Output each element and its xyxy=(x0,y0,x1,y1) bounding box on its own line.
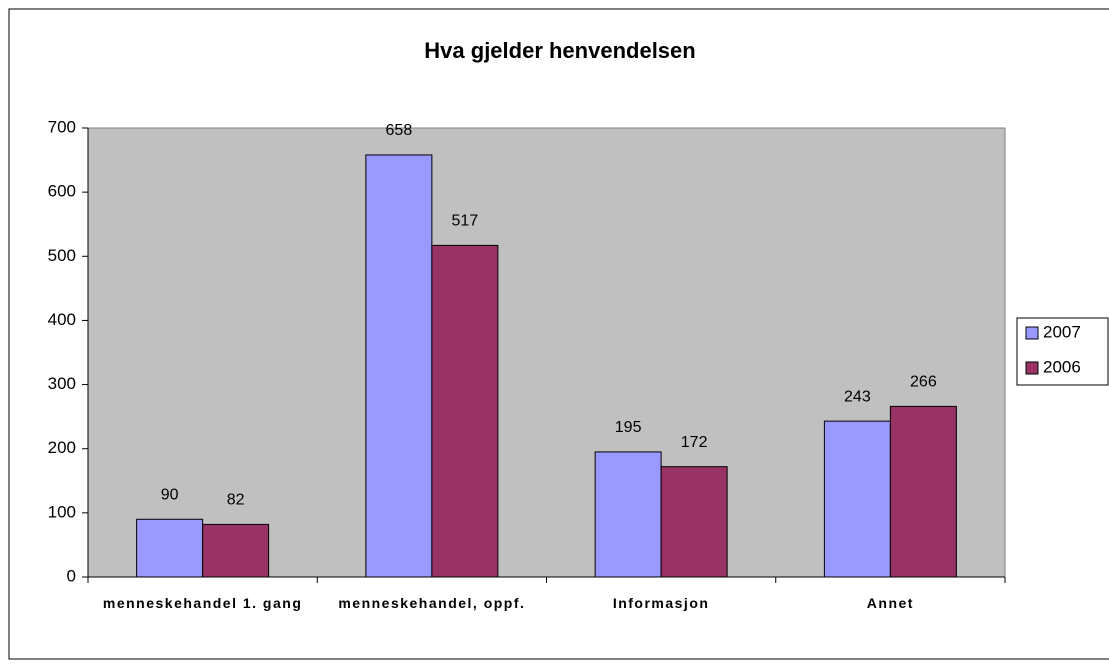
bar xyxy=(365,154,433,578)
value-label: 172 xyxy=(681,434,708,451)
bar xyxy=(660,466,728,578)
y-tick-label: 300 xyxy=(48,374,76,393)
value-label: 266 xyxy=(910,374,937,391)
chart-frame xyxy=(8,8,1109,660)
y-tick-label: 700 xyxy=(48,117,76,136)
x-tick-label: menneskehandel 1. gang xyxy=(102,595,303,611)
x-tick-label: menneskehandel, oppf. xyxy=(338,595,526,611)
legend-label: 2006 xyxy=(1043,357,1081,376)
bar xyxy=(823,420,891,578)
bar xyxy=(889,405,957,578)
value-label: 82 xyxy=(227,492,245,509)
value-label: 517 xyxy=(452,213,479,230)
y-tick-label: 100 xyxy=(48,502,76,521)
x-tick-label: Informasjon xyxy=(612,595,710,611)
value-label: 90 xyxy=(161,486,179,503)
y-tick-label: 400 xyxy=(48,310,76,329)
x-tick-label: Annet xyxy=(866,595,914,611)
y-tick-label: 500 xyxy=(48,246,76,265)
bar xyxy=(431,244,499,578)
legend-swatch xyxy=(1025,361,1039,375)
y-tick-label: 200 xyxy=(48,438,76,457)
value-label: 658 xyxy=(386,122,413,139)
y-tick-label: 0 xyxy=(67,566,76,585)
value-label: 243 xyxy=(844,388,871,405)
bar xyxy=(136,518,204,578)
bar xyxy=(594,451,662,578)
y-tick-label: 600 xyxy=(48,182,76,201)
chart-title: Hva gjelder henvendelsen xyxy=(424,38,695,63)
value-label: 195 xyxy=(615,419,642,436)
legend-label: 2007 xyxy=(1043,322,1081,341)
bar xyxy=(202,523,270,578)
legend-swatch xyxy=(1025,326,1039,340)
